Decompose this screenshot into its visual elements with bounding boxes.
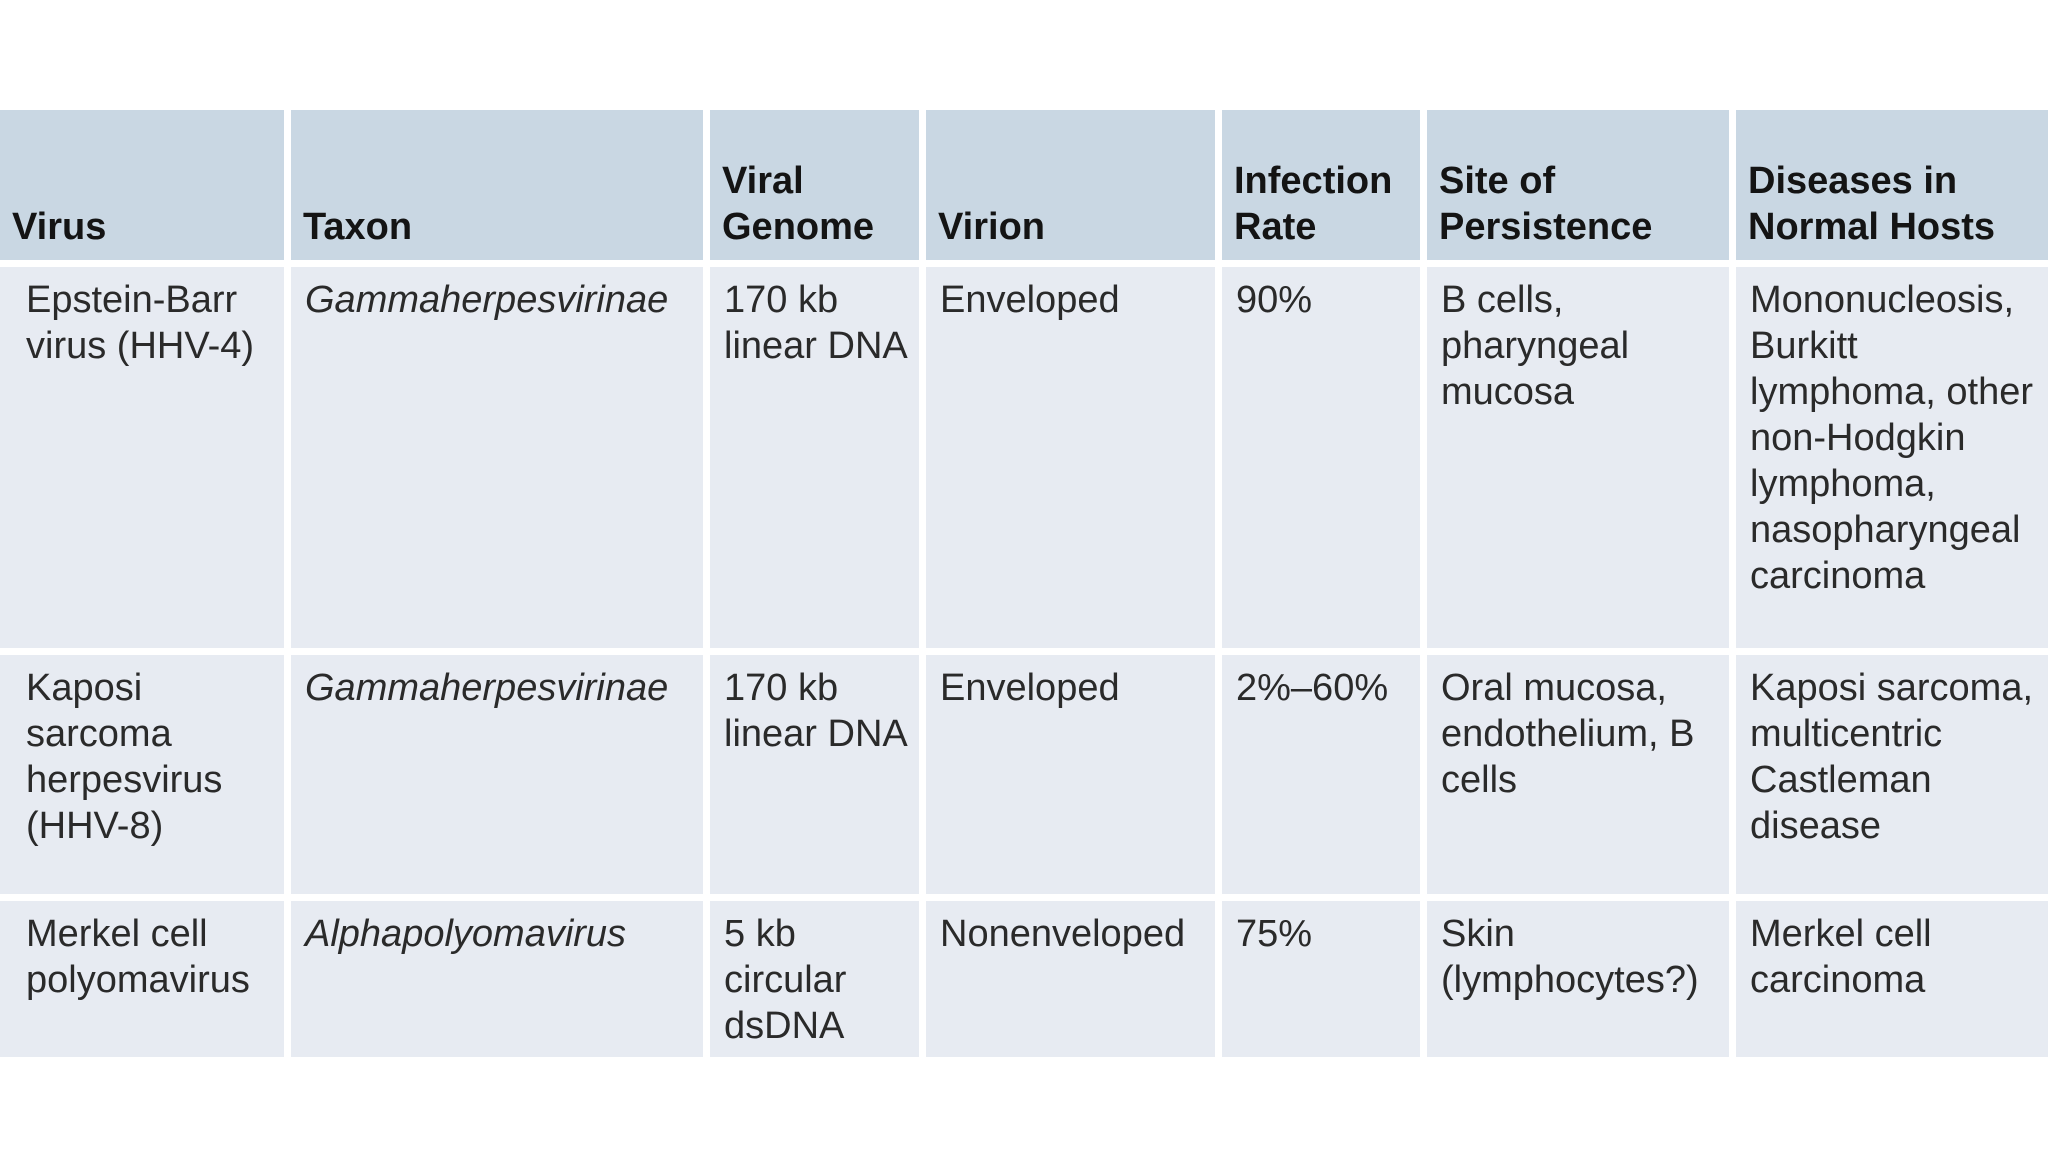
cell-infection-rate: 2%–60%: [1222, 655, 1427, 901]
header-virion: Virion: [926, 110, 1222, 267]
cell-diseases: Merkel cell carcinoma: [1736, 901, 2048, 1064]
cell-site: Oral mucosa, endothelium, B cells: [1427, 655, 1736, 901]
header-diseases: Diseases in Normal Hosts: [1736, 110, 2048, 267]
cell-taxon: Gammaherpesvirinae: [291, 655, 710, 901]
table-body: Epstein-Barr virus (HHV-4) Gammaherpesvi…: [0, 267, 2048, 1064]
cell-virus: Kaposi sarcoma herpesvirus (HHV-8): [0, 655, 291, 901]
table-row: Epstein-Barr virus (HHV-4) Gammaherpesvi…: [0, 267, 2048, 655]
cell-diseases: Mononucleosis, Burkitt lymphoma, other n…: [1736, 267, 2048, 655]
cell-site: B cells, pharyngeal mucosa: [1427, 267, 1736, 655]
cell-infection-rate: 75%: [1222, 901, 1427, 1064]
header-infection-rate: Infection Rate: [1222, 110, 1427, 267]
header-row: Virus Taxon Viral Genome Virion Infectio…: [0, 110, 2048, 267]
cell-infection-rate: 90%: [1222, 267, 1427, 655]
cell-genome: 170 kb linear DNA: [710, 267, 926, 655]
cell-site: Skin (lymphocytes?): [1427, 901, 1736, 1064]
virus-table: Virus Taxon Viral Genome Virion Infectio…: [0, 110, 2048, 1064]
cell-virion: Enveloped: [926, 655, 1222, 901]
header-site-of-persistence: Site of Persistence: [1427, 110, 1736, 267]
cell-virion: Enveloped: [926, 267, 1222, 655]
table-header: Virus Taxon Viral Genome Virion Infectio…: [0, 110, 2048, 267]
table-row: Merkel cell polyomavirus Alphapolyomavir…: [0, 901, 2048, 1064]
header-taxon: Taxon: [291, 110, 710, 267]
header-virus: Virus: [0, 110, 291, 267]
cell-virus: Epstein-Barr virus (HHV-4): [0, 267, 291, 655]
cell-genome: 170 kb linear DNA: [710, 655, 926, 901]
cell-virus: Merkel cell polyomavirus: [0, 901, 291, 1064]
cell-taxon: Gammaherpesvirinae: [291, 267, 710, 655]
table-row: Kaposi sarcoma herpesvirus (HHV-8) Gamma…: [0, 655, 2048, 901]
cell-diseases: Kaposi sarcoma, multicentric Castleman d…: [1736, 655, 2048, 901]
cell-taxon: Alphapolyomavirus: [291, 901, 710, 1064]
cell-genome: 5 kb circular dsDNA: [710, 901, 926, 1064]
cell-virion: Nonenveloped: [926, 901, 1222, 1064]
header-viral-genome: Viral Genome: [710, 110, 926, 267]
